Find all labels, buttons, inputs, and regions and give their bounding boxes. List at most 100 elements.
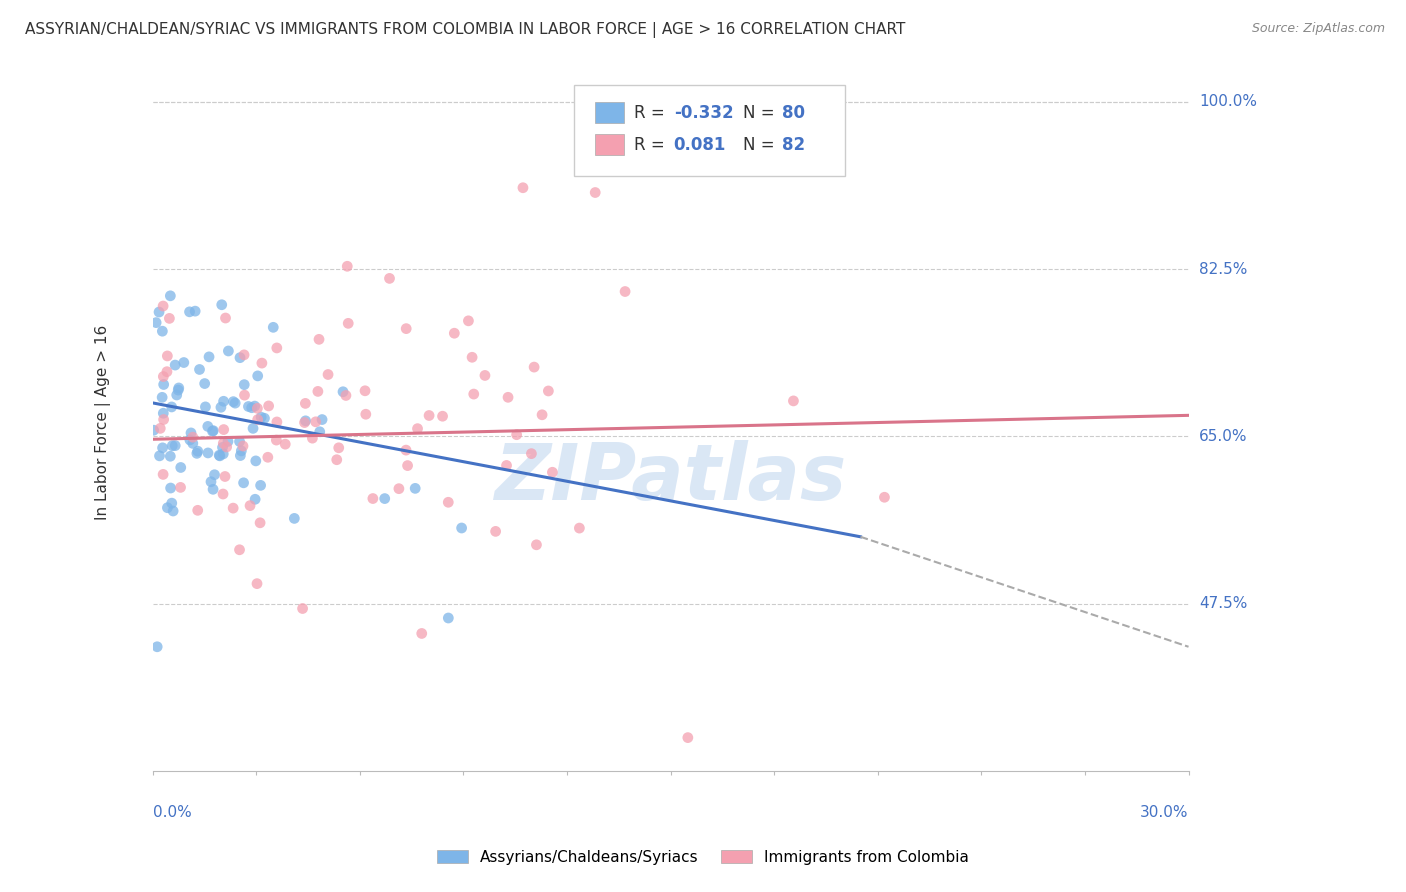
Point (307, 384, 329, 399)
Point (526, 538, 548, 552)
FancyBboxPatch shape (595, 135, 624, 155)
Point (437, 611, 460, 625)
Point (152, 377, 174, 392)
Point (197, 446, 219, 460)
Point (496, 390, 519, 404)
Point (250, 410, 273, 425)
Point (142, 423, 165, 437)
Point (233, 348, 256, 362)
Point (249, 516, 271, 530)
Point (396, 458, 419, 473)
Point (316, 368, 339, 382)
Text: N =: N = (744, 136, 780, 154)
Point (204, 467, 226, 482)
Point (160, 496, 183, 510)
Point (202, 483, 225, 497)
Point (194, 400, 217, 414)
Point (505, 427, 527, 442)
Point (266, 433, 288, 447)
Point (378, 271, 401, 285)
Point (212, 423, 235, 437)
Point (224, 396, 246, 410)
Point (246, 401, 269, 416)
Text: 0.081: 0.081 (673, 136, 725, 154)
Point (157, 311, 180, 326)
Point (443, 326, 465, 341)
Point (243, 492, 266, 507)
Point (256, 450, 278, 465)
Text: -0.332: -0.332 (673, 103, 734, 122)
Point (873, 490, 896, 504)
Point (406, 422, 429, 436)
Point (232, 439, 254, 453)
Point (167, 383, 190, 397)
Point (485, 524, 508, 539)
Point (152, 412, 174, 426)
Text: Source: ZipAtlas.com: Source: ZipAtlas.com (1251, 22, 1385, 36)
Point (166, 388, 188, 402)
Point (197, 419, 219, 434)
Point (583, 186, 606, 200)
Point (214, 311, 236, 326)
Point (328, 441, 350, 455)
Point (395, 321, 418, 335)
Point (388, 482, 411, 496)
Text: ASSYRIAN/CHALDEAN/SYRIAC VS IMMIGRANTS FROM COLOMBIA IN LABOR FORCE | AGE > 16 C: ASSYRIAN/CHALDEAN/SYRIAC VS IMMIGRANTS F… (25, 22, 905, 38)
Point (463, 387, 485, 401)
Point (782, 393, 804, 408)
Point (531, 408, 554, 422)
Point (231, 443, 253, 458)
Point (181, 430, 204, 444)
Point (336, 260, 359, 274)
Point (159, 481, 181, 495)
Point (152, 406, 174, 420)
Point (374, 491, 396, 506)
Point (212, 487, 235, 501)
Point (150, 390, 173, 404)
Point (212, 436, 235, 450)
Point (253, 411, 276, 425)
Point (165, 439, 187, 453)
Text: 47.5%: 47.5% (1199, 596, 1247, 611)
Point (337, 316, 360, 330)
Point (170, 460, 193, 475)
Point (146, 640, 169, 654)
Point (335, 388, 357, 402)
Point (262, 320, 284, 334)
Point (568, 521, 591, 535)
Point (233, 377, 256, 392)
Point (187, 503, 209, 517)
Point (243, 399, 266, 413)
Point (169, 480, 191, 494)
Point (229, 351, 252, 365)
Point (209, 401, 232, 415)
Point (222, 394, 245, 409)
Point (418, 409, 440, 423)
Text: ZIPatlas: ZIPatlas (495, 440, 846, 516)
Point (520, 447, 543, 461)
Point (200, 475, 222, 489)
Point (228, 434, 250, 449)
Point (162, 504, 184, 518)
Point (246, 368, 269, 383)
Text: 65.0%: 65.0% (1199, 429, 1247, 444)
Point (211, 441, 233, 455)
Point (152, 369, 174, 384)
Point (474, 368, 496, 383)
Point (512, 180, 534, 194)
Point (283, 511, 305, 525)
Point (148, 305, 170, 319)
Text: 30.0%: 30.0% (1140, 805, 1188, 820)
Point (541, 465, 564, 479)
Point (184, 304, 207, 318)
Point (208, 449, 231, 463)
Point (291, 601, 314, 615)
Point (202, 424, 225, 438)
Point (274, 437, 297, 451)
Point (214, 469, 236, 483)
Point (361, 491, 384, 506)
Point (450, 521, 472, 535)
Point (215, 440, 238, 454)
Text: In Labor Force | Age > 16: In Labor Force | Age > 16 (96, 325, 111, 520)
Point (188, 362, 211, 376)
